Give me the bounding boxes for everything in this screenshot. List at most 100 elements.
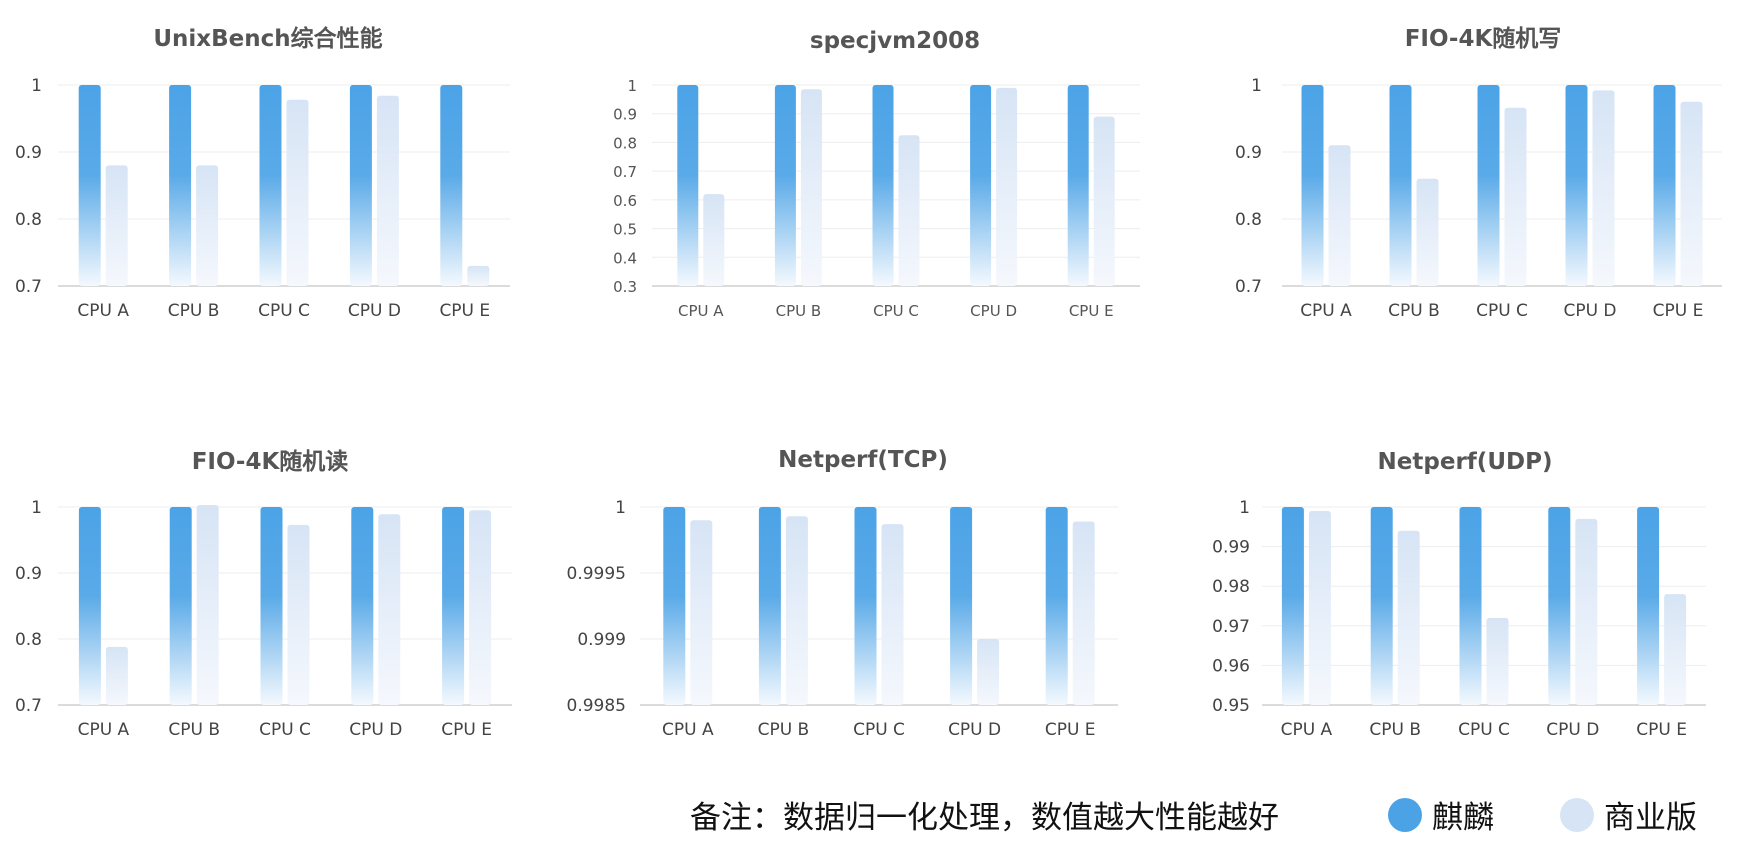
y-tick-label: 0.8 bbox=[15, 210, 42, 230]
bar-kylin bbox=[677, 85, 699, 286]
chart-panel: UnixBench综合性能 0.7 0.8 0.9 1 CPU A CPU B CPU C CP… bbox=[15, 25, 510, 321]
y-tick-label: 1 bbox=[1239, 498, 1250, 518]
bar-kylin bbox=[1281, 507, 1304, 705]
bar-kylin bbox=[260, 507, 283, 705]
y-tick-label: 0.5 bbox=[613, 221, 637, 239]
x-category-label: CPU E bbox=[1653, 301, 1704, 321]
legend-item-kylin: 麒麟 bbox=[1388, 792, 1494, 837]
y-tick-label: 1 bbox=[615, 498, 626, 518]
y-tick-label: 0.9 bbox=[613, 106, 637, 124]
x-category-label: CPU E bbox=[1636, 720, 1687, 740]
y-tick-label: 0.97 bbox=[1212, 617, 1250, 637]
bar-commercial bbox=[703, 194, 725, 286]
bar-commercial bbox=[898, 135, 920, 286]
x-category-label: CPU A bbox=[1300, 301, 1352, 321]
x-category-label: CPU D bbox=[970, 302, 1017, 320]
y-tick-label: 0.7 bbox=[613, 163, 637, 181]
x-category-label: CPU C bbox=[1458, 720, 1510, 740]
y-tick-label: 0.6 bbox=[613, 192, 637, 210]
x-category-label: CPU B bbox=[168, 301, 220, 321]
bar-kylin bbox=[774, 85, 796, 286]
bar-kylin bbox=[442, 507, 465, 705]
bar-kylin bbox=[1370, 507, 1393, 705]
bar-kylin bbox=[1637, 507, 1660, 705]
y-tick-label: 0.7 bbox=[1235, 277, 1262, 297]
x-category-label: CPU C bbox=[259, 720, 311, 740]
bar-commercial bbox=[1072, 521, 1095, 705]
bar-commercial bbox=[1397, 530, 1420, 705]
y-tick-label: 0.4 bbox=[613, 249, 637, 267]
bar-kylin bbox=[872, 85, 894, 286]
y-tick-label: 0.8 bbox=[1235, 210, 1262, 230]
bar-commercial bbox=[1592, 90, 1615, 286]
y-tick-label: 0.95 bbox=[1212, 696, 1250, 716]
bar-kylin bbox=[1653, 85, 1676, 286]
x-category-label: CPU A bbox=[78, 720, 130, 740]
x-category-label: CPU E bbox=[439, 301, 490, 321]
bar-kylin bbox=[1459, 507, 1482, 705]
bar-commercial bbox=[996, 87, 1018, 286]
x-category-label: CPU C bbox=[873, 302, 919, 320]
bar-commercial bbox=[881, 524, 904, 705]
y-tick-label: 0.9995 bbox=[567, 564, 626, 584]
legend-dot-kylin-icon bbox=[1388, 797, 1422, 832]
y-tick-label: 0.9 bbox=[15, 564, 42, 584]
bar-kylin bbox=[1301, 85, 1324, 286]
x-category-label: CPU B bbox=[1388, 301, 1440, 321]
footer: 备注：数据归一化处理，数值越大性能越好 麒麟 商业版 bbox=[690, 792, 1730, 842]
chart-title: FIO-4K随机写 bbox=[1405, 25, 1562, 52]
x-category-label: CPU B bbox=[168, 720, 220, 740]
y-tick-label: 0.96 bbox=[1212, 656, 1250, 676]
x-category-label: CPU E bbox=[1045, 720, 1096, 740]
x-category-label: CPU B bbox=[758, 720, 810, 740]
x-category-label: CPU D bbox=[948, 720, 1001, 740]
y-tick-label: 0.9 bbox=[1235, 143, 1262, 163]
bar-kylin bbox=[950, 507, 973, 705]
y-tick-label: 0.98 bbox=[1212, 577, 1250, 597]
legend-label-commercial: 商业版 bbox=[1604, 800, 1697, 836]
footnote: 备注：数据归一化处理，数值越大性能越好 bbox=[690, 800, 1279, 836]
bar-commercial bbox=[800, 89, 822, 286]
chart-title: Netperf(UDP) bbox=[1378, 449, 1553, 475]
y-tick-label: 0.7 bbox=[15, 696, 42, 716]
x-category-label: CPU E bbox=[441, 720, 492, 740]
x-category-label: CPU D bbox=[1563, 301, 1616, 321]
bar-kylin bbox=[169, 85, 192, 286]
bar-commercial bbox=[1504, 107, 1527, 286]
y-tick-label: 1 bbox=[627, 77, 637, 95]
y-tick-label: 0.8 bbox=[15, 630, 42, 650]
bar-kylin bbox=[1045, 507, 1068, 705]
bar-kylin bbox=[1548, 507, 1571, 705]
y-tick-label: 0.3 bbox=[613, 278, 637, 296]
bar-commercial bbox=[1680, 101, 1703, 286]
bar-kylin bbox=[351, 507, 374, 705]
bar-kylin bbox=[349, 85, 372, 286]
x-category-label: CPU A bbox=[77, 301, 129, 321]
x-category-label: CPU D bbox=[1546, 720, 1599, 740]
legend-dot-commercial-icon bbox=[1560, 797, 1594, 832]
bar-commercial bbox=[378, 514, 401, 705]
chart-title: Netperf(TCP) bbox=[778, 447, 948, 473]
bar-commercial bbox=[1093, 116, 1115, 286]
x-category-label: CPU B bbox=[1369, 720, 1421, 740]
y-tick-label: 0.999 bbox=[577, 630, 626, 650]
x-category-label: CPU D bbox=[349, 720, 402, 740]
y-tick-label: 0.9 bbox=[15, 143, 42, 163]
y-tick-label: 1 bbox=[31, 76, 42, 96]
chart-panel: specjvm2008 0.3 0.4 0.5 0.6 0.7 0.8 0.9 1 CPU A CP… bbox=[613, 28, 1140, 320]
x-category-label: CPU D bbox=[348, 301, 401, 321]
bar-commercial bbox=[1416, 178, 1439, 286]
bar-kylin bbox=[1067, 85, 1089, 286]
bar-commercial bbox=[376, 95, 399, 286]
y-tick-label: 0.9985 bbox=[567, 696, 626, 716]
bar-commercial bbox=[1486, 617, 1509, 705]
bar-kylin bbox=[78, 507, 101, 705]
bar-commercial bbox=[286, 99, 309, 287]
bar-commercial bbox=[1328, 145, 1351, 286]
bar-kylin bbox=[1389, 85, 1412, 286]
bar-commercial bbox=[467, 265, 490, 286]
x-category-label: CPU A bbox=[1281, 720, 1333, 740]
y-tick-label: 0.8 bbox=[613, 134, 637, 152]
bar-commercial bbox=[196, 505, 219, 705]
bar-kylin bbox=[854, 507, 877, 705]
